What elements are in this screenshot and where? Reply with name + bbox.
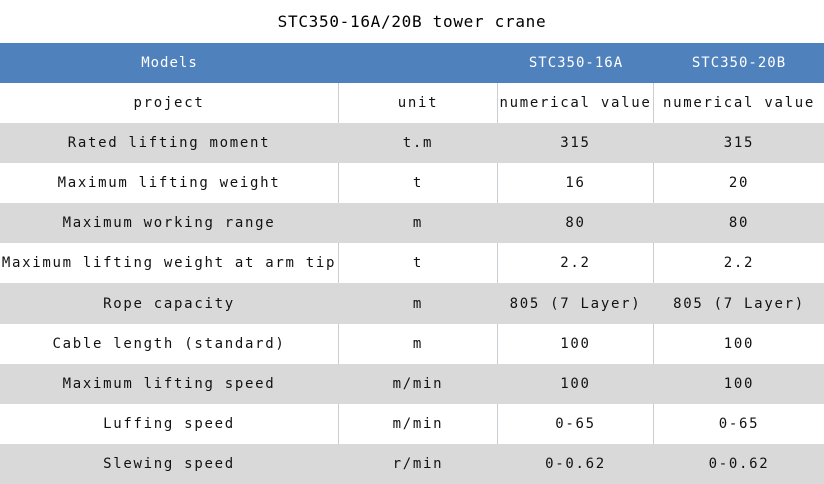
value-16a-cell: 16 bbox=[498, 163, 654, 204]
unit-cell: m bbox=[339, 283, 498, 324]
value-20b-cell: 80 bbox=[728, 215, 750, 232]
unit-cell: m bbox=[339, 203, 498, 244]
value-16a-cell: 100 bbox=[498, 323, 654, 364]
value-16a-cell: 0-65 bbox=[498, 403, 654, 444]
row-label-cell: Maximum lifting weight at arm tip bbox=[0, 243, 339, 284]
value-20b-cell: 0-0.62 bbox=[708, 455, 770, 472]
value-20b-cell: 100 bbox=[723, 335, 755, 352]
unit-cell: t bbox=[339, 243, 498, 284]
table-row: Cable length (standard) m 100 100 bbox=[0, 323, 824, 364]
row-label-cell: Rated lifting moment bbox=[0, 123, 339, 164]
value-20b-cell: 20 bbox=[728, 175, 750, 192]
page-title: STC350-16A/20B tower crane bbox=[277, 12, 547, 31]
value-20b-cell: 0-65 bbox=[718, 415, 760, 432]
row-label-cell: Maximum lifting speed bbox=[0, 363, 339, 404]
subheader-project-label: project bbox=[0, 83, 339, 124]
unit-cell: t.m bbox=[339, 123, 498, 164]
value-16a-cell: 0-0.62 bbox=[498, 443, 654, 484]
table-row: Luffing speed m/min 0-65 0-65 bbox=[0, 403, 824, 444]
row-label-cell: Slewing speed bbox=[0, 443, 339, 484]
unit-cell: r/min bbox=[339, 443, 498, 484]
value-20b-cell: 315 bbox=[723, 135, 755, 152]
unit-cell: m/min bbox=[339, 363, 498, 404]
table-row: Rope capacity m 805 (7 Layer) 805 (7 Layer) bbox=[0, 283, 824, 324]
unit-cell: m bbox=[339, 323, 498, 364]
row-label-cell: Maximum lifting weight bbox=[0, 163, 339, 204]
row-label-cell: Luffing speed bbox=[0, 403, 339, 444]
header-model-stc350-16a: STC350-16A bbox=[528, 55, 624, 71]
table-header-row: Models STC350-16A STC350-20B bbox=[0, 43, 824, 83]
value-20b-cell: 805 (7 Layer) bbox=[673, 295, 805, 312]
unit-cell: t bbox=[339, 163, 498, 204]
table-row: Maximum lifting weight t 16 20 bbox=[0, 163, 824, 204]
value-16a-cell: 80 bbox=[498, 203, 654, 244]
value-16a-cell: 805 (7 Layer) bbox=[498, 283, 654, 324]
header-models-label: Models bbox=[141, 55, 198, 71]
unit-cell: m/min bbox=[339, 403, 498, 444]
value-20b-cell: 100 bbox=[723, 375, 755, 392]
table-row: Rated lifting moment t.m 315 315 bbox=[0, 123, 824, 164]
table-row: Maximum lifting speed m/min 100 100 bbox=[0, 363, 824, 404]
subheader-value-16a-label: numerical value bbox=[498, 83, 654, 124]
subheader-value-20b-label: numerical value bbox=[663, 95, 815, 112]
value-16a-cell: 315 bbox=[498, 123, 654, 164]
header-empty-cell bbox=[339, 43, 498, 83]
table-row: Maximum lifting weight at arm tip t 2.2 2.2 bbox=[0, 243, 824, 284]
table-body: project unit numerical value numerical v… bbox=[0, 83, 824, 484]
value-16a-cell: 2.2 bbox=[498, 243, 654, 284]
table-row: Maximum working range m 80 80 bbox=[0, 203, 824, 244]
table-subheader-row: project unit numerical value numerical v… bbox=[0, 83, 824, 124]
subheader-unit-label: unit bbox=[339, 83, 498, 124]
row-label-cell: Cable length (standard) bbox=[0, 323, 339, 364]
value-20b-cell: 2.2 bbox=[723, 255, 755, 272]
header-model-stc350-20b: STC350-20B bbox=[691, 55, 787, 71]
value-16a-cell: 100 bbox=[498, 363, 654, 404]
table-row: Slewing speed r/min 0-0.62 0-0.62 bbox=[0, 443, 824, 484]
row-label-cell: Maximum working range bbox=[0, 203, 339, 244]
row-label-cell: Rope capacity bbox=[0, 283, 339, 324]
